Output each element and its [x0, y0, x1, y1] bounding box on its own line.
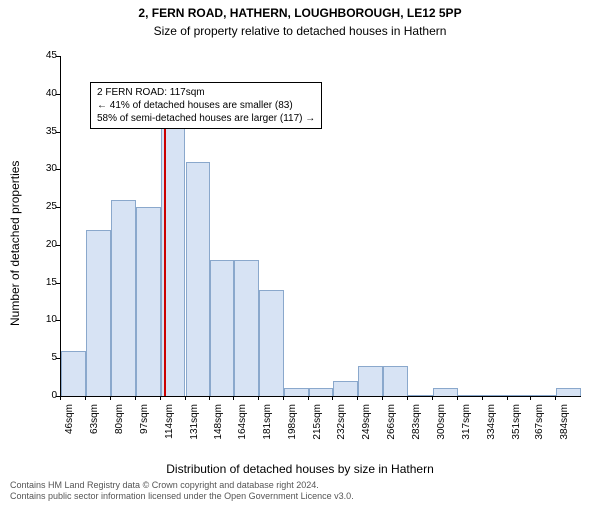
- x-tick-label: 367sqm: [534, 404, 545, 454]
- x-tick-mark: [185, 396, 186, 400]
- histogram-bar: [210, 260, 233, 396]
- x-tick-label: 334sqm: [486, 404, 497, 454]
- chart-area: 2 FERN ROAD: 117sqm ← 41% of detached ho…: [60, 56, 580, 416]
- x-tick-label: 181sqm: [262, 404, 273, 454]
- histogram-bar: [483, 395, 508, 396]
- y-tick-label: 15: [35, 277, 57, 288]
- x-tick-label: 317sqm: [461, 404, 472, 454]
- y-tick-label: 20: [35, 239, 57, 250]
- annotation-line2: ← 41% of detached houses are smaller (83…: [97, 99, 315, 112]
- histogram-bar: [259, 290, 284, 396]
- histogram-bar: [458, 395, 483, 396]
- histogram-bar: [358, 366, 383, 396]
- x-tick-mark: [555, 396, 556, 400]
- page-subtitle: Size of property relative to detached ho…: [0, 24, 600, 38]
- attribution-footer: Contains HM Land Registry data © Crown c…: [10, 480, 354, 502]
- y-tick-mark: [56, 94, 60, 95]
- x-tick-mark: [233, 396, 234, 400]
- x-tick-mark: [407, 396, 408, 400]
- x-tick-mark: [457, 396, 458, 400]
- x-tick-mark: [160, 396, 161, 400]
- histogram-bar: [234, 260, 259, 396]
- x-tick-mark: [135, 396, 136, 400]
- histogram-bar: [284, 388, 309, 396]
- x-tick-label: 97sqm: [139, 404, 150, 454]
- annotation-line3: 58% of semi-detached houses are larger (…: [97, 112, 315, 125]
- x-tick-label: 131sqm: [189, 404, 200, 454]
- x-tick-label: 148sqm: [213, 404, 224, 454]
- x-tick-label: 164sqm: [237, 404, 248, 454]
- histogram-bar: [383, 366, 408, 396]
- histogram-bar: [531, 395, 556, 396]
- histogram-bar: [61, 351, 86, 396]
- x-tick-mark: [332, 396, 333, 400]
- x-tick-mark: [85, 396, 86, 400]
- x-tick-mark: [530, 396, 531, 400]
- histogram-bar: [136, 207, 161, 396]
- x-tick-label: 46sqm: [64, 404, 75, 454]
- x-tick-mark: [308, 396, 309, 400]
- x-tick-label: 80sqm: [114, 404, 125, 454]
- x-tick-label: 300sqm: [436, 404, 447, 454]
- y-tick-mark: [56, 132, 60, 133]
- x-axis-label: Distribution of detached houses by size …: [0, 462, 600, 476]
- x-tick-mark: [258, 396, 259, 400]
- x-tick-mark: [382, 396, 383, 400]
- x-tick-label: 232sqm: [336, 404, 347, 454]
- x-tick-label: 351sqm: [511, 404, 522, 454]
- x-tick-label: 384sqm: [559, 404, 570, 454]
- x-tick-label: 266sqm: [386, 404, 397, 454]
- y-tick-label: 0: [35, 390, 57, 401]
- x-tick-label: 63sqm: [89, 404, 100, 454]
- page-title: 2, FERN ROAD, HATHERN, LOUGHBOROUGH, LE1…: [0, 6, 600, 22]
- histogram-bar: [556, 388, 581, 396]
- x-tick-label: 198sqm: [287, 404, 298, 454]
- histogram-bar: [433, 388, 458, 396]
- y-tick-mark: [56, 169, 60, 170]
- property-marker-line: [164, 113, 166, 396]
- y-tick-mark: [56, 283, 60, 284]
- y-tick-mark: [56, 358, 60, 359]
- x-tick-label: 283sqm: [411, 404, 422, 454]
- x-tick-label: 249sqm: [361, 404, 372, 454]
- y-tick-label: 10: [35, 314, 57, 325]
- x-tick-mark: [507, 396, 508, 400]
- y-axis-label: Number of detached properties: [8, 161, 22, 326]
- x-tick-mark: [209, 396, 210, 400]
- x-tick-label: 114sqm: [164, 404, 175, 454]
- histogram-bar: [186, 162, 211, 396]
- y-tick-label: 35: [35, 126, 57, 137]
- y-tick-label: 5: [35, 352, 57, 363]
- histogram-bar: [86, 230, 111, 396]
- x-tick-mark: [482, 396, 483, 400]
- x-tick-mark: [110, 396, 111, 400]
- x-tick-mark: [432, 396, 433, 400]
- y-tick-label: 30: [35, 163, 57, 174]
- histogram-bar: [309, 388, 334, 396]
- y-tick-mark: [56, 207, 60, 208]
- x-tick-label: 215sqm: [312, 404, 323, 454]
- x-tick-mark: [357, 396, 358, 400]
- annotation-box: 2 FERN ROAD: 117sqm ← 41% of detached ho…: [90, 82, 322, 129]
- histogram-bar: [408, 395, 433, 396]
- x-tick-mark: [283, 396, 284, 400]
- y-tick-mark: [56, 56, 60, 57]
- y-tick-label: 40: [35, 88, 57, 99]
- histogram-bar: [333, 381, 358, 396]
- footer-line1: Contains HM Land Registry data © Crown c…: [10, 480, 354, 491]
- y-tick-mark: [56, 320, 60, 321]
- y-tick-label: 45: [35, 50, 57, 61]
- footer-line2: Contains public sector information licen…: [10, 491, 354, 502]
- annotation-line1: 2 FERN ROAD: 117sqm: [97, 86, 315, 99]
- y-tick-label: 25: [35, 201, 57, 212]
- y-tick-mark: [56, 245, 60, 246]
- x-tick-mark: [60, 396, 61, 400]
- histogram-bar: [508, 395, 531, 396]
- histogram-bar: [111, 200, 136, 396]
